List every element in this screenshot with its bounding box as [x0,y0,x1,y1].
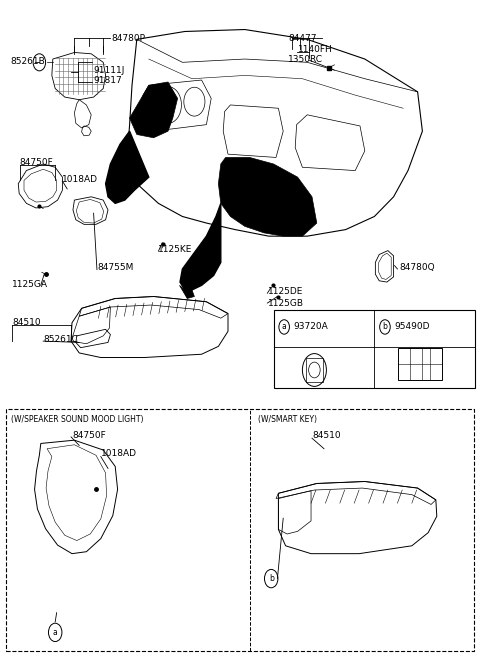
Text: (W/SMART KEY): (W/SMART KEY) [258,415,317,424]
Polygon shape [106,131,149,203]
Text: (W/SPEAKER SOUND MOOD LIGHT): (W/SPEAKER SOUND MOOD LIGHT) [11,415,143,424]
Text: 1350RC: 1350RC [288,54,323,64]
Polygon shape [180,285,194,298]
Text: 84477: 84477 [288,33,316,43]
Text: 91817: 91817 [94,75,122,85]
Text: 84510: 84510 [312,431,341,440]
Text: b: b [383,323,387,331]
Bar [398,348,442,380]
Bar [274,310,475,388]
Text: 1018AD: 1018AD [62,174,98,184]
Text: 85261B: 85261B [11,57,45,66]
Text: a: a [53,628,58,637]
Text: 95490D: 95490D [395,323,430,331]
Bar [306,358,323,382]
Text: 91111J: 91111J [94,66,125,75]
Text: 84780Q: 84780Q [399,263,435,272]
Text: 84755M: 84755M [97,263,133,272]
Text: b: b [269,574,274,583]
Text: 93720A: 93720A [294,323,328,331]
Text: 1018AD: 1018AD [101,449,137,459]
Text: 84510: 84510 [12,318,41,327]
Text: 84750F: 84750F [19,158,53,167]
Text: 84750F: 84750F [72,431,106,440]
Polygon shape [180,203,221,290]
Text: 1140FH: 1140FH [298,45,332,54]
Text: 84780P: 84780P [112,33,146,43]
Polygon shape [130,82,178,138]
Text: 1125GA: 1125GA [12,279,48,289]
Text: 1125GB: 1125GB [268,298,304,308]
Polygon shape [218,157,317,236]
Text: 1125DE: 1125DE [268,287,303,297]
Text: a: a [282,323,287,331]
Text: 85261C: 85261C [43,335,78,344]
Text: 1125KE: 1125KE [158,245,193,254]
Bar [6,409,474,651]
